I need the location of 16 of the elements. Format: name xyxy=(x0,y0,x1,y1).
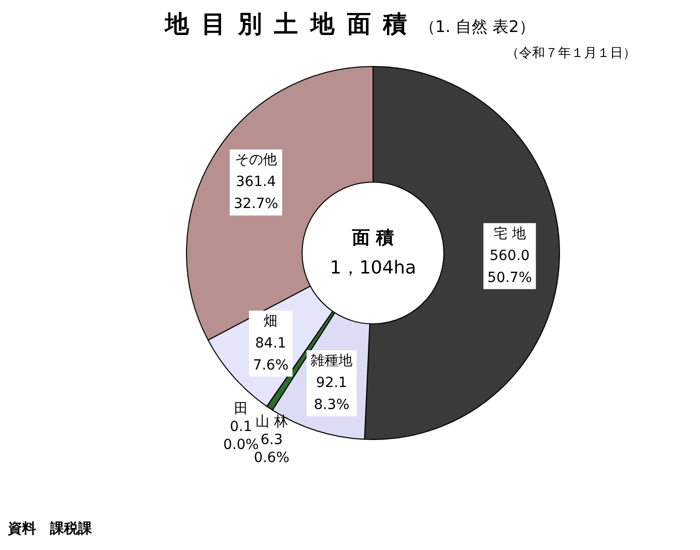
chart-subtitle: （1. 自然 表2） xyxy=(419,17,535,36)
data-label: 560.0 50.7% xyxy=(487,248,532,286)
data-label: 84.1 7.6% xyxy=(252,335,289,374)
slice-label: 雑種地 xyxy=(310,352,353,369)
slice-label: 宅 地 xyxy=(493,226,526,242)
text: 1，104ha xyxy=(330,258,416,279)
text: （令和７年１月１日） xyxy=(505,45,637,63)
slice-label: その他 xyxy=(234,152,277,168)
slice-label: 山 林 xyxy=(255,414,288,430)
text: 資料 課税課 xyxy=(8,520,93,538)
chart-title: 地 目 別 土 地 面 積 xyxy=(165,10,410,38)
slice-label: 畑 xyxy=(264,313,278,330)
slice-label: 田 xyxy=(234,400,248,417)
data-label: 361.4 32.7% xyxy=(234,174,278,212)
text: 面 積 xyxy=(350,228,394,249)
data-label: 92.1 8.3% xyxy=(314,374,350,413)
